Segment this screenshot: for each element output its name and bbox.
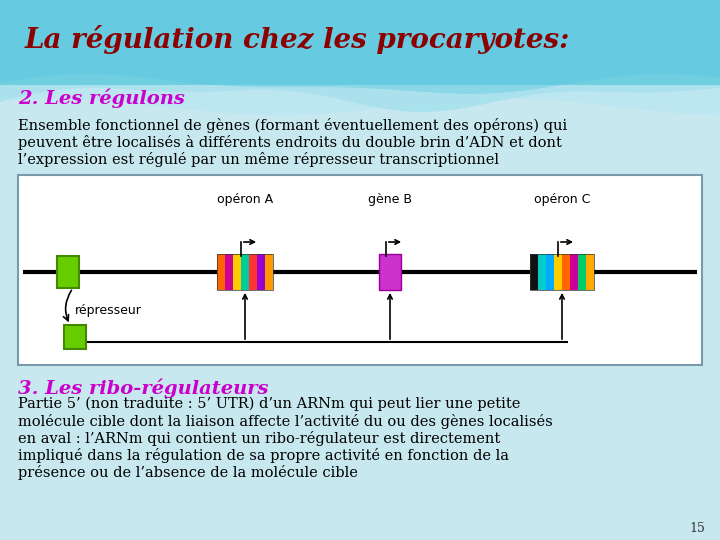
Polygon shape [0, 0, 720, 85]
Bar [64, 325, 86, 349]
Bar [546, 254, 554, 290]
Text: Partie 5’ (non traduite : 5’ UTR) d’un ARNm qui peut lier une petite: Partie 5’ (non traduite : 5’ UTR) d’un A… [18, 397, 521, 411]
Bar [570, 254, 578, 290]
Text: répresseur: répresseur [75, 304, 142, 317]
Polygon shape [0, 88, 720, 115]
Text: l’expression est régulé par un même répresseur transcriptionnel: l’expression est régulé par un même répr… [18, 152, 499, 167]
Bar [562, 254, 570, 290]
Text: La régulation chez les procaryotes:: La régulation chez les procaryotes: [25, 25, 570, 55]
Bar [554, 254, 562, 290]
Bar [233, 254, 241, 290]
Text: 2. Les régulons: 2. Les régulons [18, 88, 185, 108]
Text: 15: 15 [689, 522, 705, 535]
Text: gène B: gène B [368, 193, 412, 206]
Bar [18, 175, 702, 365]
Text: peuvent être localisés à différents endroits du double brin d’ADN et dont: peuvent être localisés à différents endr… [18, 135, 562, 150]
Bar [225, 254, 233, 290]
Bar [578, 254, 586, 290]
Bar [379, 254, 401, 290]
Text: opéron C: opéron C [534, 193, 590, 206]
Bar [530, 254, 594, 290]
Text: en aval : l’ARNm qui contient un ribo-régulateur est directement: en aval : l’ARNm qui contient un ribo-ré… [18, 431, 500, 446]
Bar [241, 254, 249, 290]
Text: 3. Les ribo-régulateurs: 3. Les ribo-régulateurs [18, 378, 269, 397]
Bar [586, 254, 594, 290]
Bar [217, 254, 225, 290]
Polygon shape [0, 73, 720, 112]
Bar [538, 254, 546, 290]
Text: impliqué dans la régulation de sa propre activité en fonction de la: impliqué dans la régulation de sa propre… [18, 448, 509, 463]
Bar [249, 254, 257, 290]
Bar [217, 254, 273, 290]
Bar [257, 254, 265, 290]
Text: molécule cible dont la liaison affecte l’activité du ou des gènes localisés: molécule cible dont la liaison affecte l… [18, 414, 553, 429]
Polygon shape [0, 0, 720, 94]
Text: opéron A: opéron A [217, 193, 273, 206]
Bar [265, 254, 273, 290]
Bar [530, 254, 538, 290]
Text: Ensemble fonctionnel de gènes (formant éventuellement des opérons) qui: Ensemble fonctionnel de gènes (formant é… [18, 118, 567, 133]
Text: présence ou de l’absence de la molécule cible: présence ou de l’absence de la molécule … [18, 465, 358, 480]
Bar [57, 256, 79, 288]
